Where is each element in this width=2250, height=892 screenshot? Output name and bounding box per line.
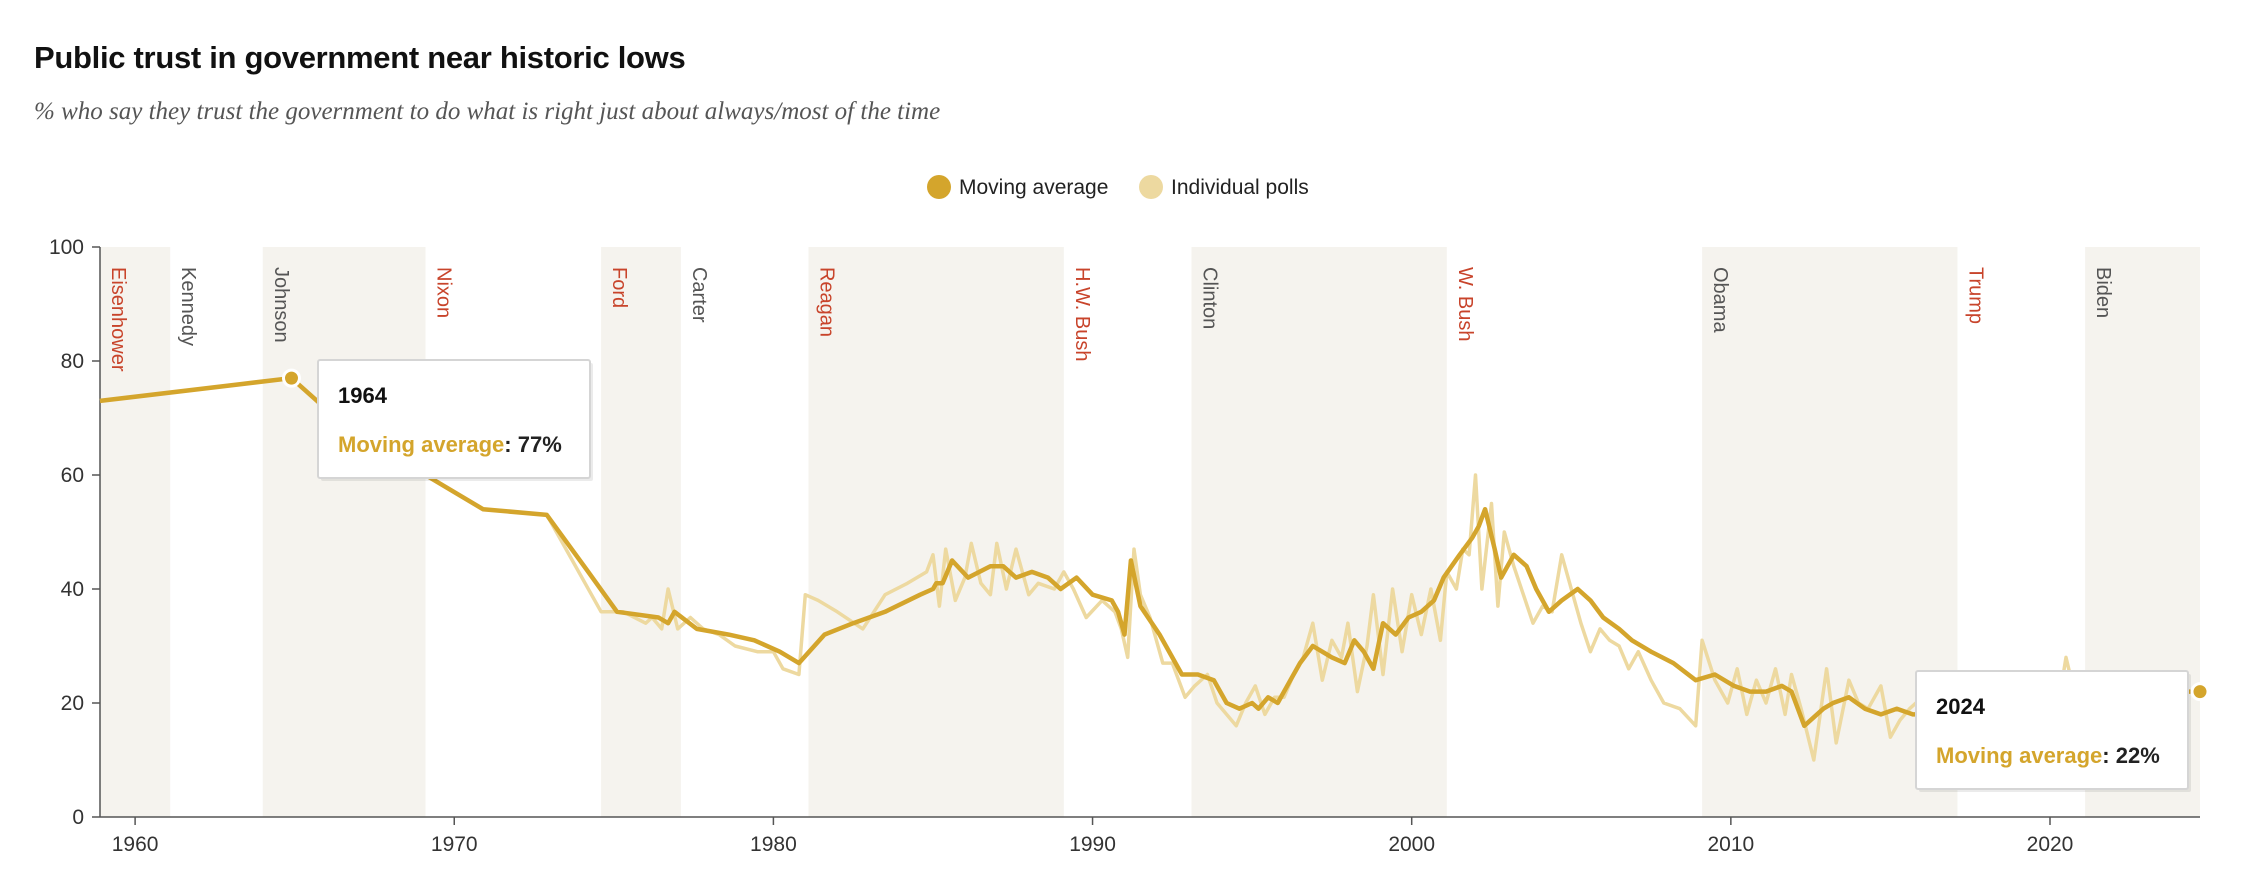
- president-band-2: [262, 247, 426, 817]
- legend-swatch-moving-average: [927, 175, 951, 199]
- y-tick-label-1: 20: [61, 692, 84, 715]
- y-tick-label-0: 0: [72, 806, 84, 829]
- tooltip-year-1: 2024: [1936, 694, 1986, 719]
- x-tick-label-0: 1960: [112, 833, 159, 856]
- series-line-moving-average: [99, 375, 2191, 729]
- president-band-8: [1191, 247, 1447, 817]
- y-tick-label-3: 60: [61, 464, 84, 487]
- x-tick-label-5: 2010: [1707, 833, 1754, 856]
- president-label-8: Clinton: [1198, 267, 1220, 329]
- tooltip-marker-1: [2190, 682, 2210, 702]
- legend-label-individual-polls: Individual polls: [1171, 176, 1309, 199]
- president-label-10: Obama: [1709, 267, 1731, 333]
- tooltip-label-0: Moving average: 77%: [338, 432, 562, 457]
- president-band-4: [601, 247, 681, 817]
- tooltip-marker-0: [281, 368, 301, 388]
- legend: Moving average Individual polls: [927, 175, 1309, 199]
- president-label-1: Kennedy: [177, 267, 199, 346]
- president-label-12: Biden: [2092, 267, 2114, 318]
- x-tick-label-6: 2020: [2027, 833, 2074, 856]
- tooltip-value-1: : 22%: [2102, 743, 2159, 768]
- x-tick-label-2: 1980: [750, 833, 797, 856]
- tooltip-label-1: Moving average: 22%: [1936, 743, 2160, 768]
- series-line-individual-polls: [99, 376, 2200, 762]
- y-tick-label-4: 80: [61, 350, 84, 373]
- president-label-9: W. Bush: [1454, 267, 1476, 341]
- president-label-2: Johnson: [270, 267, 292, 343]
- tooltip-box-0: [317, 359, 591, 479]
- tooltip-box-1: [1915, 670, 2189, 790]
- president-label-11: Trump: [1964, 267, 1986, 324]
- president-label-0: Eisenhower: [107, 267, 129, 372]
- president-band-10: [1702, 247, 1958, 817]
- president-labels: Eisenhower Kennedy Johnson Nixon Ford Carter R…: [107, 267, 2114, 372]
- chart-title: Public trust in government near historic…: [34, 40, 686, 75]
- y-tick-label-2: 40: [61, 578, 84, 601]
- series-individual-polls: [99, 376, 2200, 762]
- president-band-0: [100, 247, 171, 817]
- president-label-6: Reagan: [816, 267, 838, 337]
- series-moving-average: [99, 375, 2191, 729]
- tooltip-value-0: : 77%: [504, 432, 561, 457]
- x-tick-label-4: 2000: [1388, 833, 1435, 856]
- axes: 0 20 40 60 80 100 1960 1970 1980 1990 2000 2010 2020: [49, 236, 2200, 856]
- president-label-4: Ford: [608, 267, 630, 308]
- president-bands: [100, 247, 2200, 817]
- president-label-7: H.W. Bush: [1071, 267, 1093, 361]
- president-label-3: Nixon: [433, 267, 455, 318]
- tooltips: 1964 Moving average: 77% 2024 Moving averag…: [281, 359, 2210, 792]
- chart-subtitle: % who say they trust the government to d…: [34, 98, 941, 125]
- legend-swatch-individual-polls: [1139, 175, 1163, 199]
- legend-label-moving-average: Moving average: [959, 176, 1108, 199]
- x-tick-label-3: 1990: [1069, 833, 1116, 856]
- president-band-6: [808, 247, 1064, 817]
- y-tick-label-5: 100: [49, 236, 84, 259]
- president-label-5: Carter: [688, 267, 710, 323]
- tooltip-year-0: 1964: [338, 383, 388, 408]
- x-tick-label-1: 1970: [431, 833, 478, 856]
